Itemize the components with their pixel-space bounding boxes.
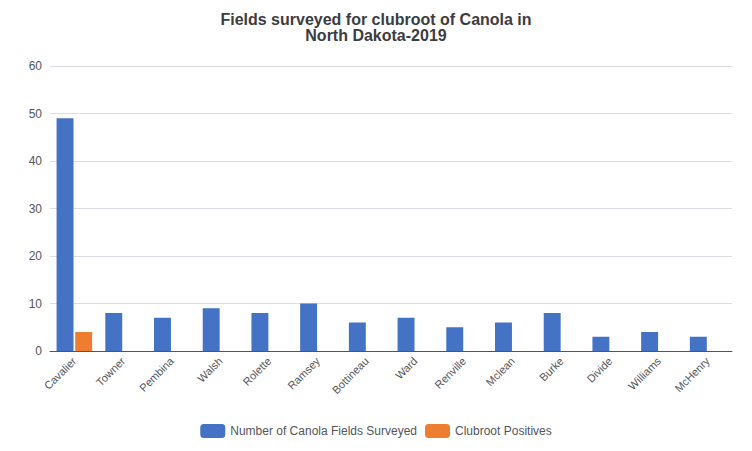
svg-text:Bottineau: Bottineau xyxy=(330,355,371,396)
svg-text:Cavalier: Cavalier xyxy=(42,355,79,392)
svg-text:Towner: Towner xyxy=(94,355,128,389)
svg-text:40: 40 xyxy=(29,154,43,168)
svg-text:50: 50 xyxy=(29,107,43,121)
svg-text:10: 10 xyxy=(29,297,43,311)
svg-text:Pembina: Pembina xyxy=(137,354,177,394)
svg-text:Mclean: Mclean xyxy=(483,355,517,389)
svg-text:Clubroot Positives: Clubroot Positives xyxy=(455,424,552,438)
svg-text:North Dakota-2019: North Dakota-2019 xyxy=(305,27,446,44)
svg-text:Number of Canola Fields Survey: Number of Canola Fields Surveyed xyxy=(230,424,417,438)
svg-text:Walsh: Walsh xyxy=(195,355,225,385)
svg-text:60: 60 xyxy=(29,59,43,73)
svg-text:McHenry: McHenry xyxy=(672,354,712,394)
svg-text:Fields surveyed for clubroot o: Fields surveyed for clubroot of Canola i… xyxy=(220,11,531,28)
svg-text:Ramsey: Ramsey xyxy=(285,354,322,391)
svg-text:Rolette: Rolette xyxy=(240,355,273,388)
svg-text:20: 20 xyxy=(29,249,43,263)
svg-text:Ward: Ward xyxy=(393,355,420,382)
svg-text:30: 30 xyxy=(29,202,43,216)
svg-text:0: 0 xyxy=(35,344,42,358)
svg-text:Burke: Burke xyxy=(537,355,566,384)
svg-text:Williams: Williams xyxy=(626,354,664,392)
svg-text:Renville: Renville xyxy=(432,355,468,391)
svg-text:Divide: Divide xyxy=(584,355,614,385)
